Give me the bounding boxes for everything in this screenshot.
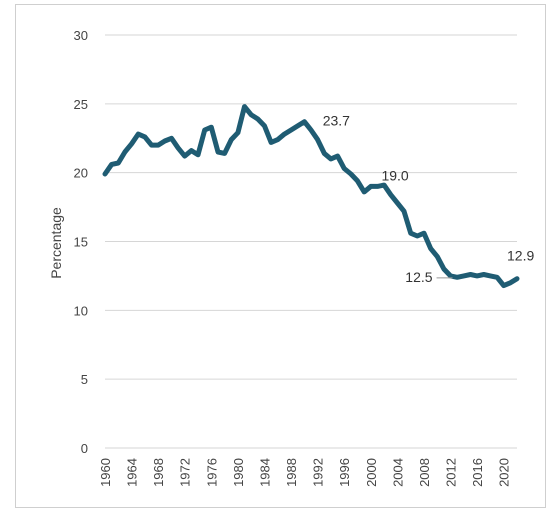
x-tick-label: 1972 [178, 458, 193, 487]
x-tick-label: 1964 [125, 458, 140, 487]
series-line-0 [102, 104, 520, 289]
x-tick-label: 1976 [204, 458, 219, 487]
x-tick-label: 1980 [231, 458, 246, 487]
data-label: 12.9 [507, 247, 534, 263]
x-tick-label: 2008 [417, 458, 432, 487]
data-labels: 23.7 19.0 12.5 12.9 [323, 113, 535, 285]
x-tick-label: 2004 [390, 458, 405, 487]
x-tick-label: 1968 [151, 458, 166, 487]
x-axis-ticks: 1960 1964 1968 1972 1976 1980 1984 1988 1992 1996… [98, 458, 512, 487]
y-tick-label: 10 [74, 303, 88, 318]
x-tick-label: 2000 [364, 458, 379, 487]
y-tick-label: 5 [81, 372, 88, 387]
x-tick-label: 2020 [497, 458, 512, 487]
y-tick-label: 30 [74, 28, 88, 43]
series-group [102, 104, 520, 289]
data-label: 12.5 [405, 269, 432, 285]
x-tick-label: 2016 [470, 458, 485, 487]
x-tick-label: 1988 [284, 458, 299, 487]
data-label: 19.0 [381, 167, 408, 183]
x-tick-label: 1996 [337, 458, 352, 487]
chart-frame [15, 4, 546, 508]
y-tick-label: 25 [74, 97, 88, 112]
x-tick-label: 1992 [311, 458, 326, 487]
y-tick-label: 0 [81, 441, 88, 456]
x-tick-label: 1960 [98, 458, 113, 487]
y-tick-label: 15 [74, 235, 88, 250]
y-tick-label: 20 [74, 166, 88, 181]
x-tick-label: 2012 [444, 458, 459, 487]
data-label: 23.7 [323, 113, 350, 129]
y-axis-label: Percentage [48, 207, 64, 279]
y-axis-ticks: 0 5 10 15 20 25 30 [74, 28, 88, 456]
gridlines [105, 34, 517, 449]
x-tick-label: 1984 [257, 458, 272, 487]
